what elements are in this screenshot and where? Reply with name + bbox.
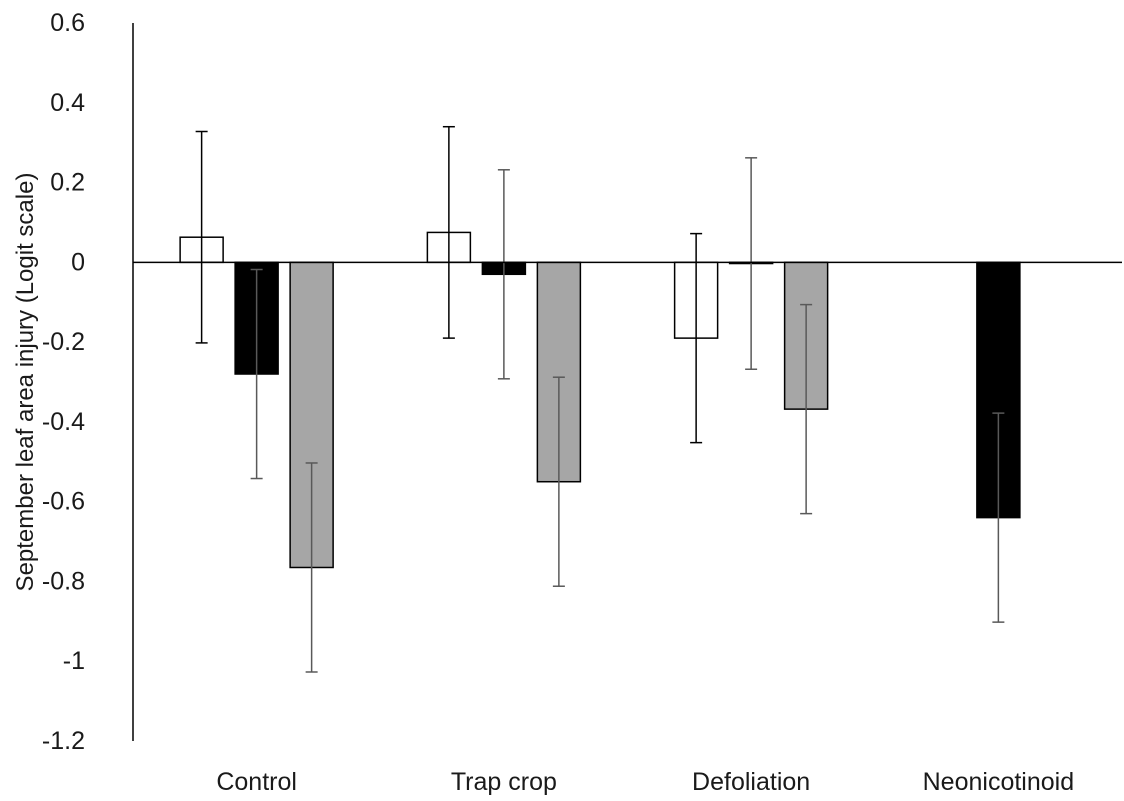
x-category-label: Control <box>216 768 297 796</box>
y-tick-label: 0.4 <box>50 89 85 117</box>
x-category-label: Trap crop <box>451 768 557 796</box>
y-tick-label: -1 <box>63 647 85 675</box>
bars <box>179 231 1021 569</box>
y-tick-label: -0.2 <box>42 328 85 356</box>
axes <box>132 23 1122 741</box>
error-bars <box>195 125 1005 673</box>
y-axis-title: September leaf area injury (Logit scale) <box>12 173 39 592</box>
x-category-label: Neonicotinoid <box>923 768 1075 796</box>
y-tick-label: 0 <box>71 248 85 276</box>
y-tick-label: -0.6 <box>42 488 85 516</box>
y-tick-label: 0.6 <box>50 9 85 37</box>
y-tick-label: -0.8 <box>42 567 85 595</box>
y-tick-label: -0.4 <box>42 408 85 436</box>
y-tick-labels: 0.6 0.4 0.2 0 -0.2 -0.4 -0.6 -0.8 -1 -1.2 <box>42 9 85 755</box>
y-tick-label: -1.2 <box>42 727 85 755</box>
x-category-label: Defoliation <box>692 768 810 796</box>
y-tick-label: 0.2 <box>50 169 85 197</box>
x-category-labels: Control Trap crop Defoliation Neonicotinoid <box>216 768 1074 796</box>
